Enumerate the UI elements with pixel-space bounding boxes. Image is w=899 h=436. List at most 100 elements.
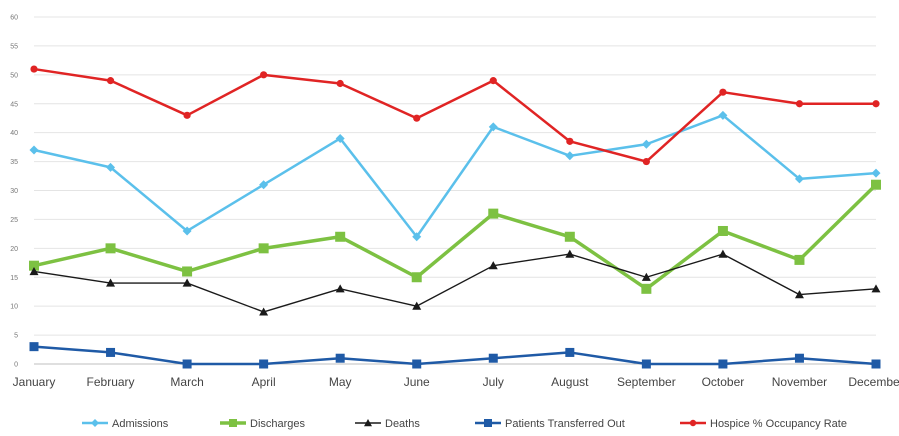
y-tick-label: 55 (10, 43, 18, 50)
x-tick-label: October (702, 375, 745, 389)
data-point-2 (335, 284, 345, 293)
x-tick-label: June (404, 375, 430, 389)
legend-marker (484, 419, 492, 427)
data-point-0 (718, 110, 728, 120)
y-tick-label: 5 (14, 333, 18, 340)
data-point-3 (794, 353, 804, 363)
y-tick-label: 35 (10, 159, 18, 166)
data-point-3 (106, 347, 116, 357)
gridlines (34, 16, 876, 365)
y-tick-label: 50 (10, 72, 18, 79)
data-point-4 (566, 137, 574, 145)
x-tick-label: February (87, 375, 135, 389)
legend-label: Admissions (112, 418, 169, 430)
series-line-0 (33, 114, 877, 239)
x-tick-label: August (551, 375, 589, 389)
data-point-2 (794, 290, 804, 299)
data-point-2 (412, 301, 422, 310)
data-point-2 (565, 249, 575, 258)
legend-marker (689, 419, 697, 427)
data-point-4 (30, 65, 38, 73)
y-tick-label: 20 (10, 246, 18, 253)
data-point-1 (182, 266, 193, 277)
data-point-2 (718, 249, 728, 258)
x-axis: January February March April May June July Augu… (13, 375, 899, 389)
data-point-1 (335, 231, 346, 242)
y-tick-label: 15 (10, 275, 18, 282)
data-point-2 (259, 307, 269, 316)
data-point-4 (489, 77, 497, 85)
data-point-1 (794, 254, 805, 265)
legend-label: Deaths (385, 418, 420, 430)
legend-label: Discharges (250, 418, 306, 430)
data-point-4 (336, 79, 344, 88)
data-point-2 (106, 278, 116, 287)
data-point-2 (182, 278, 192, 287)
data-point-0 (565, 151, 575, 161)
y-tick-label: 60 (10, 15, 18, 22)
x-tick-label: January (13, 375, 56, 389)
x-tick-label: April (252, 375, 276, 389)
data-point-1 (871, 179, 881, 190)
data-point-0 (871, 168, 881, 178)
y-tick-label: 30 (10, 188, 18, 195)
data-point-0 (794, 174, 804, 184)
data-point-4 (795, 100, 804, 108)
legend: Admissions Discharges Deaths Patients Trans… (82, 418, 847, 430)
data-point-4 (719, 88, 727, 96)
series-line-2 (33, 253, 877, 313)
series-line-3 (33, 345, 877, 366)
legend-marker (229, 419, 237, 427)
data-point-2 (641, 272, 651, 281)
x-tick-label: December (848, 375, 899, 389)
legend-marker (364, 419, 372, 427)
data-point-3 (412, 359, 422, 369)
legend-marker (91, 419, 99, 427)
x-tick-label: July (483, 375, 504, 389)
data-point-0 (412, 232, 422, 242)
data-point-1 (29, 260, 39, 271)
data-point-3 (335, 353, 345, 363)
data-point-0 (488, 122, 498, 132)
data-point-1 (258, 243, 269, 254)
data-point-2 (488, 261, 498, 270)
data-point-0 (106, 162, 116, 172)
data-point-1 (488, 208, 499, 219)
data-point-3 (29, 342, 39, 352)
data-point-3 (718, 359, 728, 369)
legend-label: Patients Transferred Out (505, 418, 625, 430)
y-tick-label: 25 (10, 217, 18, 224)
data-point-3 (641, 359, 651, 369)
x-tick-label: November (772, 375, 827, 389)
data-point-0 (29, 145, 39, 155)
data-point-1 (564, 231, 575, 242)
y-tick-label: 0 (14, 362, 18, 369)
series-line-1 (33, 183, 878, 291)
x-tick-label: May (329, 375, 352, 389)
data-point-4 (413, 114, 421, 122)
data-point-4 (260, 71, 268, 79)
data-point-0 (259, 180, 269, 190)
data-point-3 (182, 359, 192, 369)
data-point-2 (29, 266, 39, 276)
data-point-4 (183, 111, 191, 119)
data-point-0 (335, 133, 345, 143)
data-point-3 (565, 347, 575, 357)
series-group (29, 65, 881, 369)
data-point-4 (872, 100, 880, 108)
data-point-4 (642, 157, 650, 166)
data-point-1 (717, 225, 728, 236)
data-point-2 (871, 284, 881, 293)
y-tick-label: 40 (10, 130, 18, 137)
data-point-4 (106, 77, 115, 85)
series-line-4 (33, 67, 876, 163)
legend-label: Hospice % Occupancy Rate (710, 418, 847, 430)
data-point-0 (182, 226, 192, 236)
data-point-3 (488, 353, 498, 363)
y-tick-label: 45 (10, 101, 18, 108)
data-point-1 (641, 283, 652, 294)
x-tick-label: September (617, 375, 676, 389)
x-tick-label: March (170, 375, 203, 389)
data-point-1 (105, 243, 116, 254)
